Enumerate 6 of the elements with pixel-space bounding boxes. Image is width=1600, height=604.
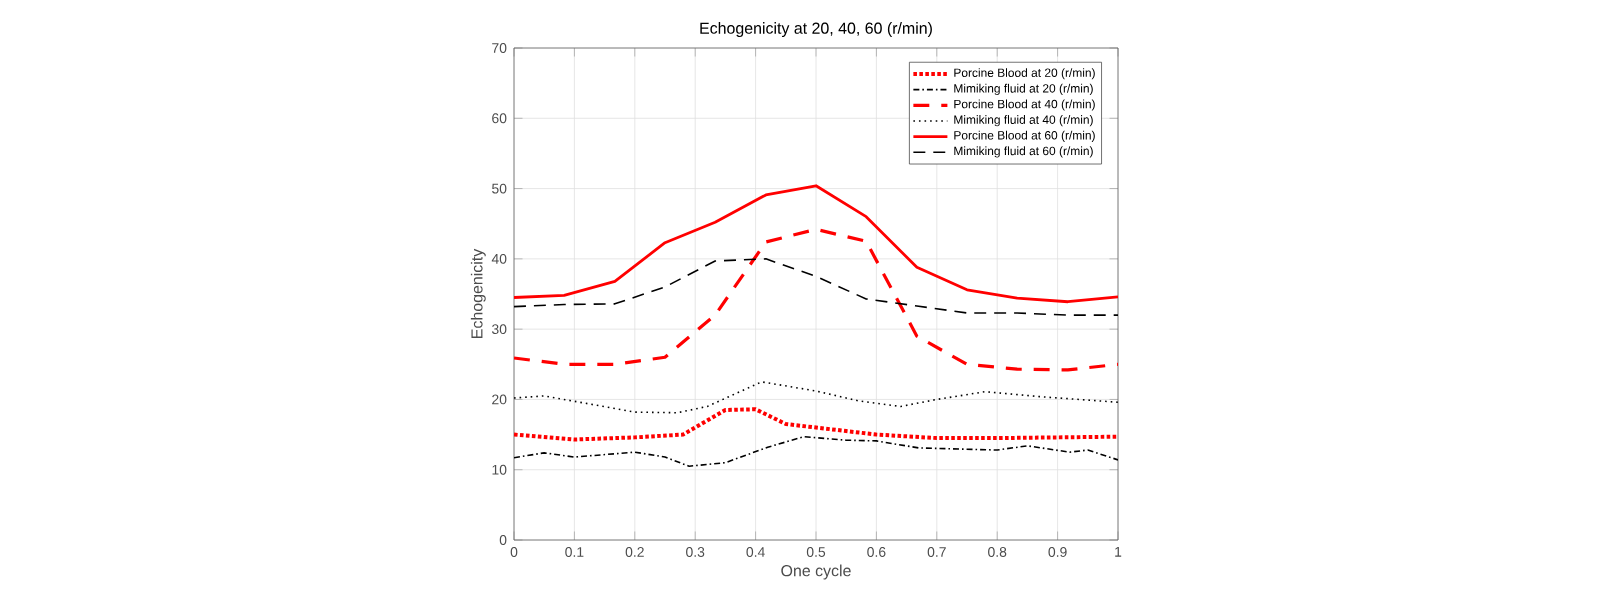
- line-series: [514, 435, 1119, 467]
- line-series: [514, 227, 1119, 372]
- line-series: [514, 407, 1119, 442]
- line-series: [514, 258, 1119, 316]
- line-series: [514, 381, 1119, 414]
- line-series: [514, 184, 1119, 304]
